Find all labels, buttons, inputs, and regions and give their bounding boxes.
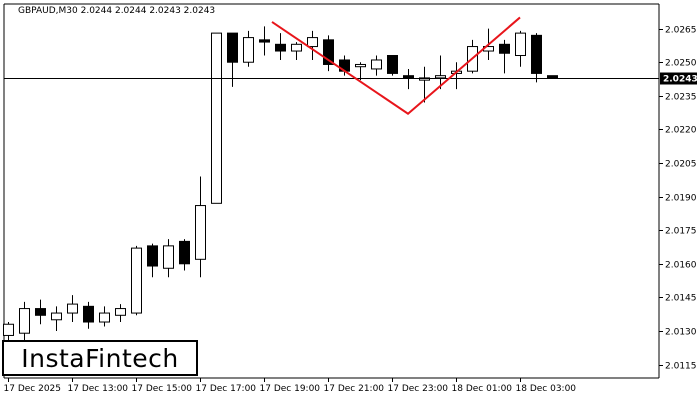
candle — [547, 75, 558, 79]
candle — [387, 55, 398, 76]
candle — [227, 32, 238, 87]
candle — [323, 35, 334, 72]
candle-body-bullish — [67, 303, 78, 314]
x-tick-label: 17 Dec 21:00 — [324, 384, 385, 394]
double-top-pattern — [271, 16, 521, 115]
candle-body-bearish — [547, 75, 558, 79]
candle-body-bearish — [227, 32, 238, 63]
candle-body-bullish — [243, 37, 254, 63]
candle — [147, 243, 158, 278]
candle — [531, 33, 542, 83]
candle — [515, 30, 526, 67]
candle — [355, 62, 366, 81]
y-tick-label: 2.0175 — [665, 227, 697, 237]
y-tick-label: 2.0235 — [665, 93, 697, 103]
chart-header: GBPAUD,M30 2.0244 2.0244 2.0243 2.0243 — [18, 6, 215, 16]
x-tick-label: 18 Dec 01:00 — [452, 384, 513, 394]
x-tick-label: 17 Dec 13:00 — [68, 384, 129, 394]
x-tick-label: 17 Dec 2025 — [4, 384, 62, 394]
candle-body-bullish — [355, 63, 366, 68]
y-tick-label: 2.0130 — [665, 328, 697, 338]
candle — [131, 245, 142, 316]
candle-body-bearish — [323, 39, 334, 65]
candle-body-bearish — [531, 34, 542, 74]
candle — [291, 42, 302, 60]
candle-body-bullish — [19, 308, 30, 334]
current-price-line: 2.0243 — [4, 72, 698, 85]
candle — [163, 239, 174, 278]
candle — [403, 68, 414, 90]
candle-body-bullish — [307, 37, 318, 48]
candle — [371, 55, 382, 76]
plot-frame — [3, 3, 660, 379]
candle — [195, 176, 206, 278]
price-axis: 2.0265 2.0250 2.0235 2.0220 2.0205 2.0190 2.01… — [659, 26, 697, 372]
candle-body-bullish — [3, 323, 14, 336]
x-tick-label: 17 Dec 23:00 — [388, 384, 449, 394]
candle-body-bearish — [259, 39, 270, 43]
candle — [307, 30, 318, 60]
candle-body-bearish — [275, 43, 286, 52]
candle-body-bullish — [211, 32, 222, 204]
y-tick-label: 2.0160 — [665, 261, 697, 271]
y-tick-label: 2.0190 — [665, 194, 697, 204]
candle — [99, 306, 110, 327]
candle-body-bullish — [99, 312, 110, 323]
candle-body-bullish — [131, 247, 142, 314]
candle-body-bearish — [35, 308, 46, 316]
candle-body-bullish — [291, 43, 302, 52]
y-tick-label: 2.0220 — [665, 126, 697, 136]
candle-body-bullish — [371, 59, 382, 70]
instafintech-logo: InstaFintech — [2, 340, 198, 376]
x-tick-label: 18 Dec 03:00 — [516, 384, 577, 394]
candle-body-bearish — [179, 240, 190, 265]
candle — [243, 30, 254, 67]
candle — [115, 304, 126, 323]
candle-body-bearish — [83, 305, 94, 323]
candle-body-bullish — [195, 205, 206, 260]
time-axis: 17 Dec 2025 17 Dec 13:00 17 Dec 15:00 17 De… — [4, 378, 577, 394]
y-tick-label: 2.0145 — [665, 294, 697, 304]
candle-body-bullish — [435, 75, 446, 79]
y-tick-label: 2.0205 — [665, 160, 697, 170]
candle-body-bullish — [419, 77, 430, 81]
candle — [499, 39, 510, 74]
candle — [275, 33, 286, 60]
candle-body-bearish — [403, 75, 414, 79]
candle-body-bullish — [515, 32, 526, 57]
candle-body-bullish — [163, 245, 174, 269]
y-tick-label: 2.0115 — [665, 362, 697, 372]
candle — [211, 32, 222, 204]
candle — [419, 66, 430, 103]
candle — [19, 301, 30, 345]
candle — [51, 306, 62, 331]
current-price-label-bg — [660, 72, 697, 85]
candle — [67, 295, 78, 323]
y-tick-label: 2.0250 — [665, 59, 697, 69]
candle — [179, 239, 190, 271]
candle — [35, 299, 46, 325]
candle-body-bullish — [51, 312, 62, 321]
candle-body-bearish — [387, 55, 398, 74]
x-tick-label: 17 Dec 17:00 — [196, 384, 257, 394]
pattern-line — [271, 16, 521, 115]
x-tick-label: 17 Dec 19:00 — [260, 384, 321, 394]
candle — [435, 55, 446, 90]
candle — [83, 301, 94, 329]
candle-body-bearish — [499, 43, 510, 54]
current-price-label: 2.0243 — [663, 75, 698, 85]
y-tick-label: 2.0265 — [665, 26, 697, 36]
candle-body-bullish — [115, 308, 126, 316]
candle — [259, 26, 270, 56]
x-tick-label: 17 Dec 15:00 — [132, 384, 193, 394]
candle-body-bearish — [147, 245, 158, 267]
